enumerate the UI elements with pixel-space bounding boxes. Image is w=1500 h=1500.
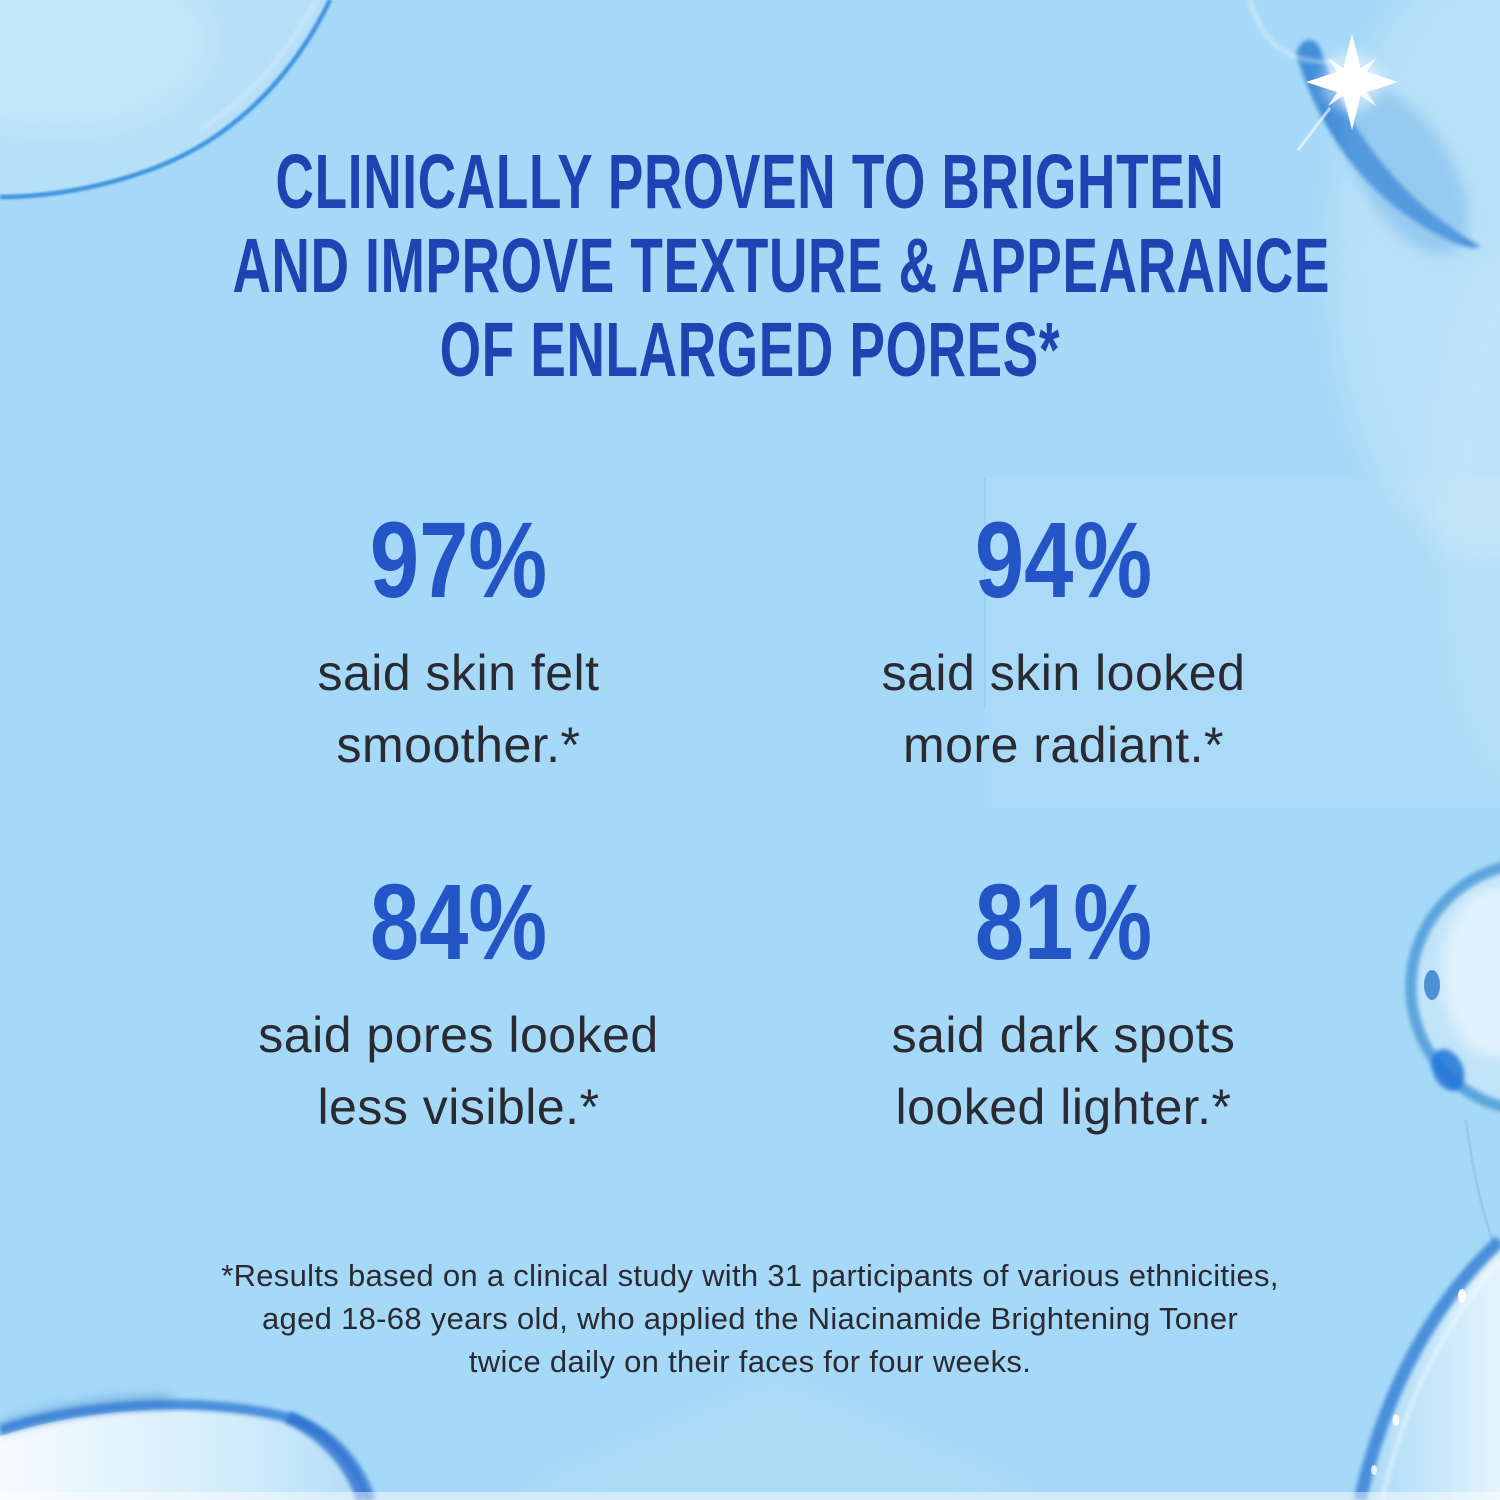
- stat-value: 81%: [974, 861, 1153, 982]
- stat-item-smoother: 97% said skin felt smoother.*: [156, 506, 761, 781]
- stat-label: said skin felt smoother.*: [156, 637, 761, 781]
- headline-line-3: OF ENLARGED PORES*: [439, 307, 1061, 393]
- stat-label: said dark spots looked lighter.*: [761, 999, 1366, 1143]
- stat-label: said pores looked less visible.*: [156, 999, 761, 1143]
- stat-label-line-2: more radiant.*: [902, 717, 1225, 773]
- stats-grid: 97% said skin felt smoother.* 94% said s…: [156, 506, 1366, 1143]
- stat-value: 84%: [369, 861, 548, 982]
- stat-label-line-1: said skin looked: [881, 645, 1246, 701]
- headline-line-1: CLINICALLY PROVEN TO BRIGHTEN: [275, 139, 1225, 225]
- stat-label-line-2: smoother.*: [336, 717, 581, 773]
- footnote-line-3: twice daily on their faces for four week…: [468, 1344, 1032, 1379]
- stat-value: 94%: [974, 499, 1153, 620]
- stat-value: 97%: [369, 499, 548, 620]
- stat-item-radiant: 94% said skin looked more radiant.*: [761, 506, 1366, 781]
- headline: CLINICALLY PROVEN TO BRIGHTEN AND IMPROV…: [0, 140, 1500, 392]
- stat-label-line-1: said skin felt: [317, 645, 600, 701]
- bubble-right-decoration: [1405, 862, 1500, 1261]
- headline-line-2: AND IMPROVE TEXTURE & APPEARANCE: [232, 223, 1331, 309]
- stat-label-line-2: less visible.*: [317, 1079, 600, 1135]
- footnote-line-2: aged 18-68 years old, who applied the Ni…: [262, 1301, 1238, 1336]
- stat-label-line-1: said dark spots: [891, 1007, 1236, 1063]
- stat-label-line-1: said pores looked: [258, 1007, 659, 1063]
- stat-item-dark-spots: 81% said dark spots looked lighter.*: [761, 868, 1366, 1143]
- stat-item-pores: 84% said pores looked less visible.*: [156, 868, 761, 1143]
- footnote-line-1: *Results based on a clinical study with …: [221, 1258, 1279, 1293]
- sparkle-icon: [1296, 34, 1398, 151]
- gel-smear-bottom-left-decoration: [0, 1388, 1500, 1500]
- stat-label-line-2: looked lighter.*: [895, 1079, 1232, 1135]
- footnote: *Results based on a clinical study with …: [0, 1254, 1500, 1383]
- stat-label: said skin looked more radiant.*: [761, 637, 1366, 781]
